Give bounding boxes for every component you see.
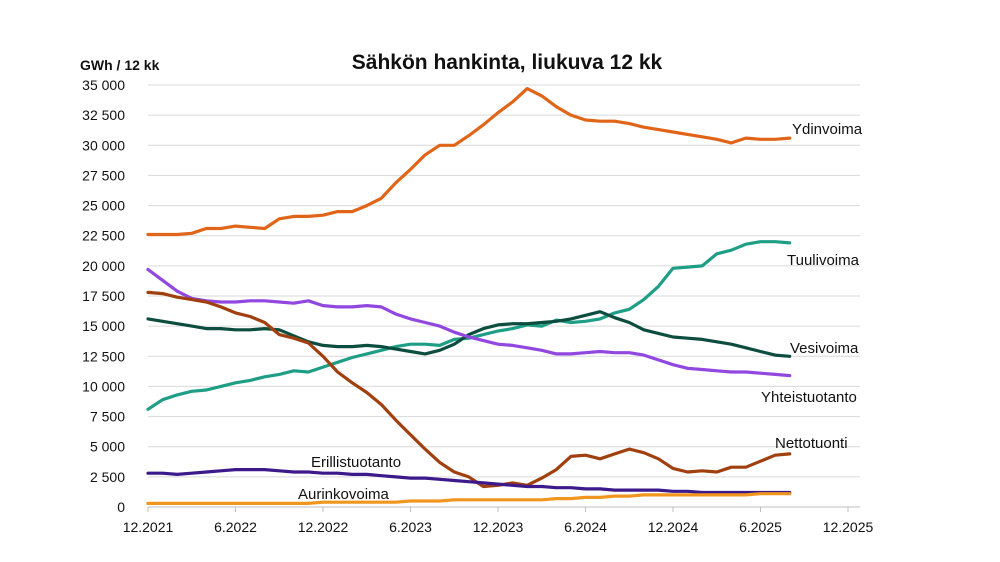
y-tick-label: 30 000 [82,137,125,153]
series-label-nettotuonti: Nettotuonti [775,435,848,452]
series-line-nettotuonti [146,290,792,489]
y-tick-label: 12 500 [82,348,125,364]
series-line-vesivoima [146,310,792,358]
y-tick-label: 5 000 [90,439,125,455]
y-tick-label: 25 000 [82,198,125,214]
y-tick-label: 22 500 [82,228,125,244]
x-tick-label: 12.2022 [298,519,349,535]
y-tick-label: 17 500 [82,288,125,304]
y-tick-label: 27 500 [82,167,125,183]
y-tick-label: 32 500 [82,107,125,123]
y-tick-label: 10 000 [82,378,125,394]
x-tick-label: 12.2023 [473,519,524,535]
x-tick-label: 6.2023 [389,519,432,535]
y-tick-label: 7 500 [90,409,125,425]
series-line-ydinvoima [146,86,792,237]
y-tick-label: 20 000 [82,258,125,274]
x-tick-label: 12.2024 [648,519,699,535]
x-tick-label: 12.2025 [823,519,874,535]
y-tick-label: 15 000 [82,318,125,334]
x-tick-label: 6.2024 [564,519,607,535]
series-label-yhteistuotanto: Yhteistuotanto [761,389,857,406]
series-lines [146,86,792,505]
series-label-erillistuotanto: Erillistuotanto [311,454,401,471]
series-label-vesivoima: Vesivoima [790,340,859,357]
series-line-tuulivoima [146,240,792,411]
x-tick-label: 12.2021 [123,519,174,535]
y-tick-label: 0 [117,499,125,515]
series-line-erillistuotanto [146,468,792,495]
chart-title: Sähkön hankinta, liukuva 12 kk [352,51,663,74]
series-label-ydinvoima: Ydinvoima [792,121,863,138]
y-axis-unit-label: GWh / 12 kk [80,57,160,73]
series-line-yhteistuotanto [146,267,792,378]
y-tick-label: 35 000 [82,77,125,93]
x-tick-label: 6.2025 [739,519,782,535]
axis-tick-labels: 0 2 500 5 000 7 500 10 000 12 500 15 000 17 500… [82,77,873,535]
y-tick-label: 2 500 [90,469,125,485]
series-label-aurinkovoima: Aurinkovoima [298,486,390,503]
series-labels: Ydinvoima Tuulivoima Vesivoima Yhteistuotan… [298,121,863,503]
series-line-aurinkovoima [146,492,792,505]
x-tick-label: 6.2022 [214,519,257,535]
gridlines [147,84,860,512]
series-label-tuulivoima: Tuulivoima [787,252,860,269]
